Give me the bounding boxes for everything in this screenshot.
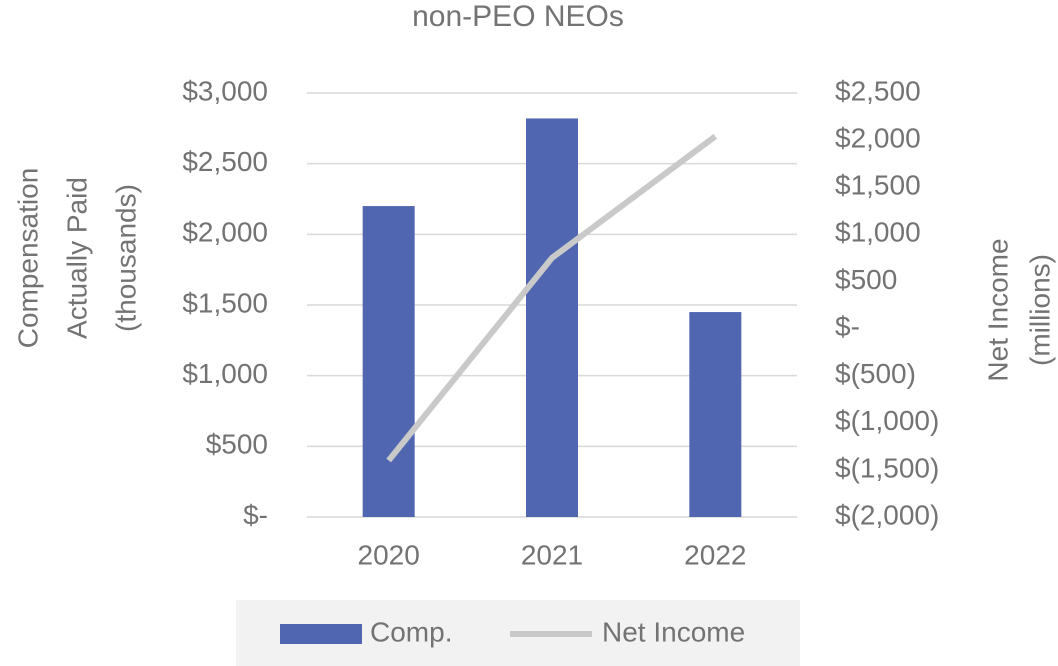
y-tick-label: $2,000 bbox=[182, 217, 268, 248]
x-tick-label: 2021 bbox=[521, 539, 583, 570]
legend-label: Net Income bbox=[602, 616, 745, 647]
y2-tick-label: $2,000 bbox=[835, 123, 921, 154]
bar bbox=[526, 118, 578, 517]
y2-tick-label: $500 bbox=[835, 264, 897, 295]
bar bbox=[689, 312, 742, 517]
chart-title: non-PEO NEOs bbox=[412, 0, 624, 33]
bar bbox=[362, 206, 415, 518]
y2-tick-label: $(1,000) bbox=[835, 405, 939, 436]
y2-tick-label: $1,000 bbox=[835, 217, 921, 248]
y2-tick-label: $2,500 bbox=[835, 75, 921, 106]
y-axis-label: Compensation bbox=[12, 168, 43, 349]
y-tick-label: $500 bbox=[206, 429, 268, 460]
y2-tick-label: $- bbox=[835, 311, 860, 342]
y2-tick-label: $(500) bbox=[835, 358, 916, 389]
y2-tick-label: $1,500 bbox=[835, 170, 921, 201]
line bbox=[386, 133, 718, 463]
y2-axis-label: (millions) bbox=[1024, 254, 1055, 366]
y2-tick-label: $(1,500) bbox=[835, 452, 939, 483]
y-tick-label: $1,500 bbox=[182, 287, 268, 318]
y-tick-label: $- bbox=[243, 499, 268, 530]
y-tick-label: $3,000 bbox=[182, 75, 268, 106]
x-tick-label: 2020 bbox=[358, 539, 420, 570]
y-axis-label: (thousands) bbox=[110, 184, 141, 332]
y2-tick-label: $(2,000) bbox=[835, 499, 939, 530]
x-tick-label: 2022 bbox=[684, 539, 746, 570]
y-tick-label: $1,000 bbox=[182, 358, 268, 389]
y2-axis-label: Net Income bbox=[982, 238, 1013, 381]
legend-swatch bbox=[280, 624, 362, 644]
legend-label: Comp. bbox=[370, 616, 452, 647]
y-tick-label: $2,500 bbox=[182, 146, 268, 177]
y-axis-label: Actually Paid bbox=[61, 177, 92, 339]
